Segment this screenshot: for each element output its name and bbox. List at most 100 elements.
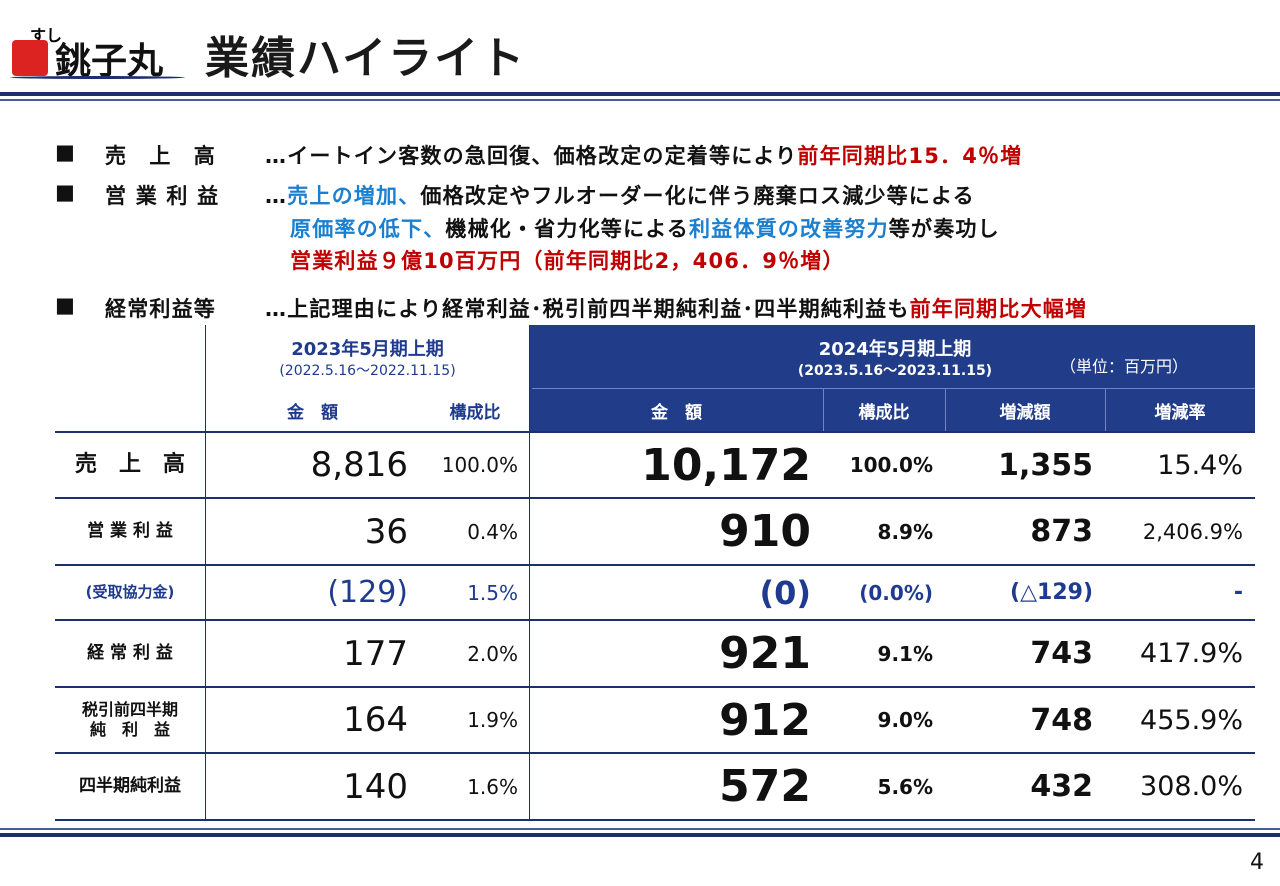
cell: 36 (364, 511, 408, 552)
text-run: 営業利益９億10百万円（前年同期比2，406．9％増） (290, 249, 845, 273)
header-divider (532, 388, 1255, 389)
row-label: 営 業 利 益 (87, 520, 173, 541)
cell: 743 (1030, 636, 1093, 671)
text-run: …イートイン客数の急回復、価格改定の定着等により (265, 144, 798, 168)
cell: (0) (759, 573, 811, 612)
bullet-marker: ■ (55, 293, 77, 317)
column-header: 構成比 (858, 403, 910, 423)
column-header: 増減額 (999, 403, 1051, 423)
row-line (55, 497, 1255, 499)
row-label: 売 上 高 (74, 452, 185, 478)
cell: 1.5% (467, 580, 518, 605)
cell: 873 (1030, 514, 1093, 549)
cell: 100.0% (441, 453, 518, 477)
cell: 2,406.9% (1142, 519, 1243, 544)
text-run: 機械化・省力化等による (445, 217, 689, 241)
current-header-bg (530, 325, 1255, 432)
text-run: 価格改定やフルオーダー化に伴う廃棄ロス減少等による (420, 184, 975, 208)
row-line (55, 619, 1255, 621)
cur-period: 2024年5月期上期 (818, 339, 972, 360)
prev-range: (2022.5.16～2022.11.15) (279, 363, 456, 379)
bullet-label: 経常利益等 (105, 297, 216, 321)
column-header: 構成比 (449, 403, 501, 423)
bullet-label: 営 業 利 益 (105, 184, 220, 208)
text-run: … (265, 184, 288, 208)
cell: 417.9% (1140, 638, 1243, 669)
cell: 1.9% (467, 708, 518, 732)
cell: 912 (719, 694, 811, 746)
text-run: …上記理由により経常利益･税引前四半期純利益･四半期純利益も (265, 297, 910, 321)
row-label: 税引前四半期 純 利 益 (81, 700, 178, 739)
logo-stamp (12, 40, 48, 76)
header-divider (1105, 389, 1106, 432)
column-header: 金 額 (651, 403, 702, 423)
cell: 572 (719, 761, 811, 812)
column-header: 増減率 (1154, 403, 1206, 423)
cell: 921 (719, 628, 811, 679)
header-divider (945, 389, 946, 432)
cell: 910 (719, 506, 811, 557)
header-divider (823, 389, 824, 432)
cell: 9.0% (877, 708, 933, 732)
row-line (55, 752, 1255, 754)
cell: 164 (343, 700, 408, 740)
cell: 100.0% (849, 453, 933, 477)
slide-title: 業績ハイライト (205, 33, 527, 84)
text-run: 前年同期比大幅増 (909, 297, 1088, 321)
cell: 8,816 (310, 445, 408, 485)
cell: 5.6% (877, 774, 933, 799)
cell: 10,172 (641, 439, 811, 491)
cell: 177 (343, 633, 408, 674)
cell: 15.4% (1157, 449, 1243, 481)
bullet-line: …イートイン客数の急回復、価格改定の定着等により前年同期比15．4％増 (265, 140, 1022, 170)
bullet-line: 営業利益９億10百万円（前年同期比2，406．9％増） (290, 245, 845, 275)
bullet-line: …上記理由により経常利益･税引前四半期純利益･四半期純利益も前年同期比大幅増 (265, 293, 1087, 323)
row-label: 四半期純利益 (79, 775, 181, 796)
cell: 8.9% (877, 519, 933, 544)
row-line (55, 564, 1255, 566)
row-line (55, 819, 1255, 821)
bullet-marker: ■ (55, 140, 77, 164)
cell: 432 (1030, 769, 1093, 804)
bullet-line: …売上の増加、価格改定やフルオーダー化に伴う廃棄ロス減少等による (265, 180, 975, 210)
row-line (55, 686, 1255, 688)
cell: 308.0% (1140, 771, 1243, 802)
cell: - (1233, 580, 1243, 605)
cell: (0.0%) (859, 580, 933, 605)
page-number: 4 (1250, 850, 1264, 875)
cur-range: (2023.5.16～2023.11.15) (797, 363, 993, 379)
col-line (205, 325, 206, 820)
col-line (529, 325, 530, 820)
cell: 1,355 (998, 447, 1093, 483)
cell: 748 (1030, 702, 1093, 738)
row-line (55, 431, 1255, 433)
footer-rule (0, 833, 1280, 837)
cell: 140 (343, 766, 408, 807)
cell: 0.4% (467, 519, 518, 544)
column-header: 金 額 (287, 403, 338, 423)
text-run: 原価率の低下、 (290, 217, 446, 241)
cell: 455.9% (1140, 704, 1243, 736)
footer-rule (0, 828, 1280, 830)
prev-period: 2023年5月期上期 (291, 339, 444, 360)
cell: (△129) (1010, 580, 1093, 605)
cell: 2.0% (467, 641, 518, 666)
row-label: 経 常 利 益 (87, 642, 173, 663)
cell: 1.6% (467, 774, 518, 799)
unit: （単位：百万円） (1060, 357, 1189, 376)
logo-wave (10, 76, 185, 79)
bullet-label: 売 上 高 (105, 144, 216, 168)
text-run: 利益体質の改善努力 (688, 217, 889, 241)
text-run: 前年同期比15．4％増 (797, 144, 1023, 168)
cell: 9.1% (877, 641, 933, 666)
row-label: (受取協力金) (85, 583, 175, 602)
logo-main: 銚子丸 (55, 40, 164, 82)
bullet-line: 原価率の低下、機械化・省力化等による利益体質の改善努力等が奏功し (290, 213, 1000, 243)
text-run: 売上の増加、 (287, 184, 421, 208)
header-rule (0, 92, 1280, 96)
bullet-marker: ■ (55, 180, 77, 204)
header-rule (0, 99, 1280, 101)
text-run: 等が奏功し (888, 217, 1000, 241)
cell: (129) (327, 575, 408, 610)
